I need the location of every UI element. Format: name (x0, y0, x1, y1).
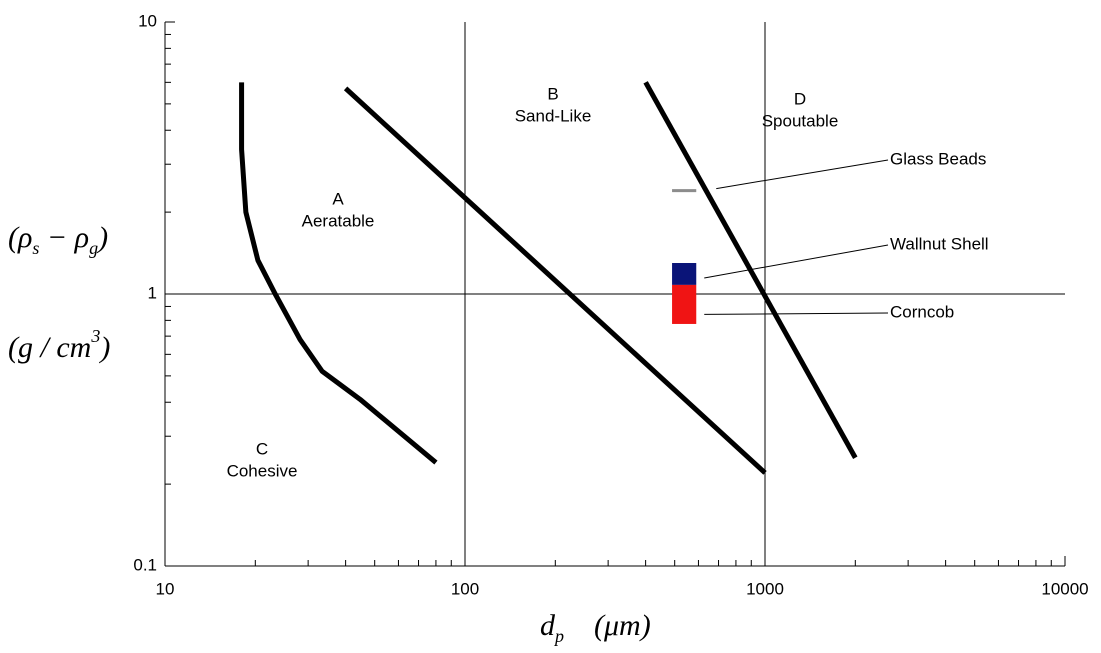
material-label: Glass Beads (890, 149, 986, 168)
y-tick-label: 10 (138, 11, 157, 30)
x-tick-label: 100 (451, 579, 479, 598)
x-tick-label: 10000 (1041, 579, 1088, 598)
y-axis-label-1: (ρs − ρg) (8, 221, 108, 258)
leader-line (704, 312, 889, 315)
y-label-sup: 3 (90, 326, 100, 346)
y-label-part: − ρ (39, 221, 89, 254)
y-label-sub: s (32, 238, 39, 258)
y-tick-label: 1 (148, 283, 157, 302)
region-letter: C (256, 439, 268, 458)
region-letter: B (547, 84, 558, 103)
x-tick-label: 1000 (746, 579, 784, 598)
material-label: Corncob (890, 302, 954, 321)
y-tick-label: 0.1 (133, 555, 157, 574)
x-tick-label: 10 (156, 579, 175, 598)
x-label-sub: p (553, 626, 564, 646)
region-name: Aeratable (302, 211, 375, 230)
region-name: Cohesive (227, 461, 298, 480)
y-label-part: ) (98, 331, 110, 364)
material-marker (672, 284, 697, 324)
x-label-main: d (540, 609, 556, 642)
x-label-unit: (μm) (594, 609, 651, 642)
region-letter: D (794, 89, 806, 108)
region-name: Spoutable (762, 111, 839, 130)
boundary-line (239, 82, 438, 465)
leader-line (704, 244, 889, 279)
region-name: Sand-Like (515, 106, 592, 125)
boundary-line (343, 86, 767, 475)
leader-line (716, 159, 889, 190)
y-label-sub: g (89, 238, 98, 258)
y-label-part: (g / cm (8, 331, 91, 364)
y-axis-label-2: (g / cm3) (8, 326, 110, 364)
x-axis-label: dp (μm) (540, 609, 651, 646)
region-letter: A (332, 189, 344, 208)
y-label-part: (ρ (8, 221, 32, 254)
y-label-part: ) (96, 221, 108, 254)
material-marker (672, 263, 697, 285)
material-label: Wallnut Shell (890, 234, 989, 253)
